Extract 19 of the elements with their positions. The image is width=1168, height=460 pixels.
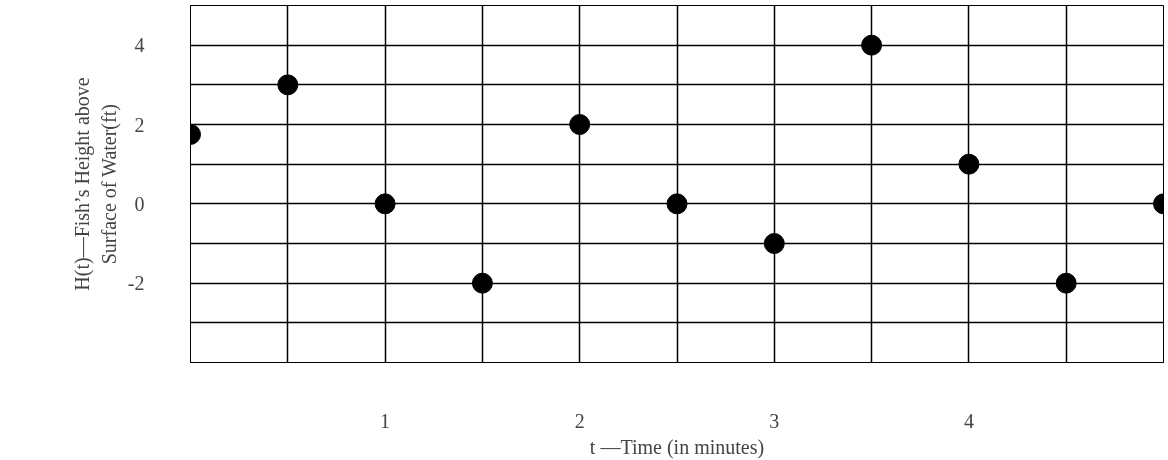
x-axis-title: t —Time (in minutes)	[589, 435, 765, 459]
point	[666, 193, 688, 215]
point	[861, 34, 883, 56]
x-tick-label: 3	[769, 409, 780, 432]
point	[1055, 272, 1077, 294]
y-tick-label: -2	[127, 272, 145, 295]
point	[569, 114, 591, 135]
point	[763, 233, 785, 254]
x-tick-label: 2	[574, 409, 585, 432]
y-tick-label: 4	[134, 34, 145, 57]
y-tick-label: 2	[134, 113, 145, 136]
point	[277, 74, 299, 96]
y-tick-label: 0	[134, 192, 145, 215]
x-tick-label: 1	[380, 409, 391, 432]
point	[374, 193, 396, 215]
y-axis-title: H(t)—Fish’s Height above Surface of Water(ft)	[71, 77, 121, 291]
point	[471, 272, 493, 294]
point	[958, 153, 980, 175]
x-tick-label: 4	[963, 409, 974, 432]
